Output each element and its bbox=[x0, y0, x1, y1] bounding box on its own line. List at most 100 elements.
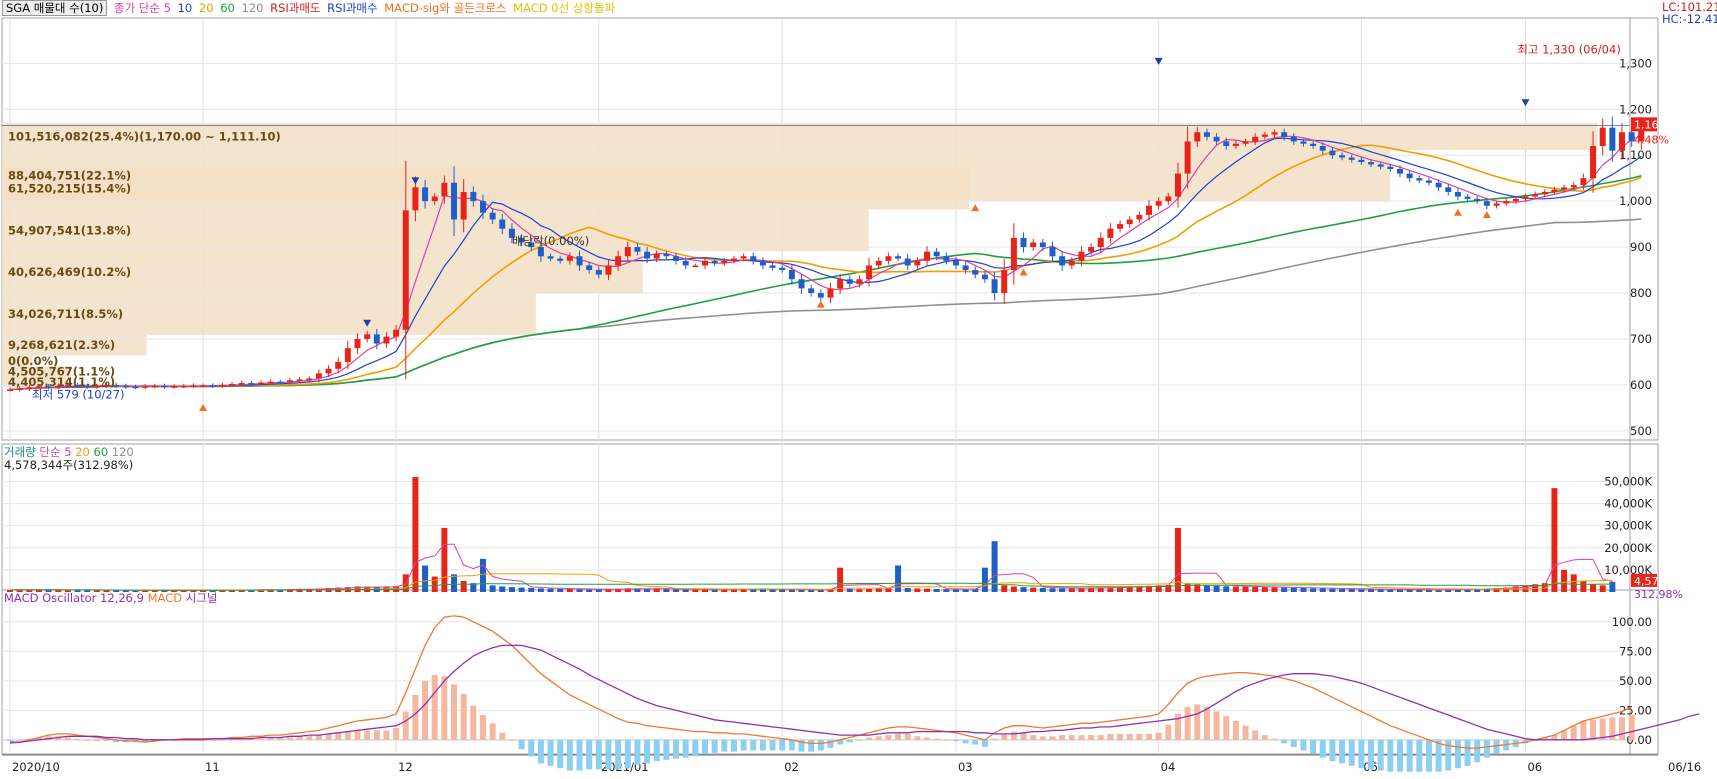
macd-oscillator-bar bbox=[84, 739, 91, 741]
candle-body bbox=[1068, 260, 1075, 266]
macd-oscillator-bar bbox=[682, 739, 689, 758]
macd-oscillator-bar bbox=[1561, 730, 1568, 740]
macd-oscillator-bar bbox=[296, 736, 303, 740]
price-tick-label: 500 bbox=[1630, 424, 1652, 438]
macd-oscillator-bar bbox=[1300, 739, 1307, 751]
candle-body bbox=[808, 288, 815, 294]
volume-bar bbox=[470, 583, 477, 592]
macd-oscillator-bar bbox=[1039, 736, 1046, 740]
macd-oscillator-bar bbox=[1030, 735, 1037, 740]
volume-bar bbox=[615, 588, 622, 592]
volume-bar bbox=[846, 588, 853, 592]
volume-bar bbox=[1406, 589, 1413, 592]
candle-body bbox=[1628, 132, 1635, 142]
x-tick-label: 11 bbox=[205, 760, 220, 774]
volume-zone-label: 40,626,469(10.2%) bbox=[8, 265, 131, 279]
candle-body bbox=[1155, 201, 1162, 206]
candle-body bbox=[1609, 127, 1616, 151]
macd-oscillator-bar bbox=[1435, 739, 1442, 772]
candle-body bbox=[64, 384, 71, 387]
volume-bar bbox=[1348, 588, 1355, 592]
candle-body bbox=[528, 242, 535, 248]
volume-bar bbox=[1281, 587, 1288, 592]
candle-body bbox=[1136, 214, 1143, 220]
legend-macd-zero-cross[interactable]: MACD 0선 상향돌파 bbox=[513, 1, 616, 15]
macd-oscillator-bar bbox=[769, 739, 776, 751]
macd-oscillator-bar bbox=[518, 739, 525, 750]
volume-bar bbox=[7, 590, 13, 592]
volume-bar bbox=[653, 588, 660, 592]
volume-bar bbox=[1039, 588, 1046, 592]
candle-body bbox=[518, 237, 525, 243]
macd-oscillator-bar bbox=[1146, 733, 1153, 740]
candle-body bbox=[1425, 180, 1432, 183]
candle-body bbox=[566, 256, 573, 261]
macd-oscillator-bar bbox=[1493, 739, 1500, 754]
candle-body bbox=[924, 251, 930, 261]
candle-body bbox=[142, 386, 149, 388]
macd-oscillator-bar bbox=[412, 694, 419, 740]
candle-body bbox=[1001, 270, 1008, 294]
volume-bar bbox=[1136, 586, 1143, 592]
legend-ma120[interactable]: 120 bbox=[241, 1, 264, 15]
volume-bar bbox=[84, 589, 91, 592]
macd-oscillator-bar bbox=[1580, 720, 1587, 740]
legend-ma60[interactable]: 60 bbox=[220, 1, 235, 15]
volume-bar bbox=[817, 589, 824, 592]
volume-bar bbox=[875, 588, 882, 592]
candle-body bbox=[586, 265, 593, 271]
macd-oscillator-bar bbox=[962, 739, 969, 744]
indicator-selector[interactable]: SGA 매물대 수(10) bbox=[2, 0, 108, 16]
legend-price-ma[interactable]: 종가 단순 5 bbox=[113, 1, 171, 15]
macd-oscillator-bar bbox=[904, 733, 911, 740]
candle-body bbox=[1638, 125, 1645, 142]
legend-ma10[interactable]: 10 bbox=[177, 1, 193, 15]
candle-body bbox=[972, 270, 979, 275]
macd-oscillator-bar bbox=[1310, 739, 1317, 754]
macd-oscillator-bar bbox=[35, 737, 42, 740]
macd-oscillator-bar bbox=[952, 739, 959, 742]
candle-body bbox=[35, 386, 42, 388]
macd-oscillator-bar bbox=[64, 737, 71, 740]
volume-legend-item: 20 bbox=[72, 445, 90, 459]
macd-oscillator-bar bbox=[798, 739, 805, 752]
volume-bar bbox=[711, 589, 718, 592]
volume-bar bbox=[759, 589, 766, 592]
candle-body bbox=[354, 338, 361, 349]
volume-legend: 거래량 단순 5 20 60 120 bbox=[4, 445, 134, 459]
volume-bar bbox=[306, 589, 313, 592]
macd-oscillator-bar bbox=[653, 739, 660, 762]
macd-oscillator-bar bbox=[1377, 739, 1384, 771]
macd-oscillator-bar bbox=[1396, 739, 1403, 772]
volume-bar bbox=[663, 588, 670, 592]
legend-ma20[interactable]: 20 bbox=[198, 1, 214, 15]
candle-body bbox=[595, 270, 602, 275]
legend-rsi-oversold[interactable]: RSI과매도 bbox=[270, 1, 321, 15]
macd-oscillator-bar bbox=[1619, 717, 1625, 740]
legend-rsi-overbought[interactable]: RSI과매수 bbox=[327, 1, 378, 15]
volume-bar bbox=[914, 588, 921, 592]
buy-signal-arrow bbox=[971, 204, 980, 212]
candle-body bbox=[1242, 141, 1249, 144]
legend-macd-golden-cross[interactable]: MACD-sig와 골든크로스 bbox=[384, 1, 507, 15]
candle-body bbox=[1406, 173, 1413, 179]
candle-body bbox=[1580, 178, 1587, 186]
volume-bar bbox=[1377, 589, 1384, 592]
candle-body bbox=[1590, 146, 1597, 179]
volume-bar bbox=[1310, 588, 1317, 592]
volume-bar bbox=[1261, 587, 1268, 592]
volume-bar bbox=[943, 589, 950, 592]
signal-line bbox=[10, 644, 1700, 743]
volume-bar bbox=[1396, 589, 1403, 592]
candle-body bbox=[856, 279, 863, 284]
candle-body bbox=[219, 384, 226, 387]
volume-bar bbox=[1097, 587, 1104, 592]
candle-body bbox=[837, 279, 844, 289]
candle-body bbox=[1117, 224, 1124, 229]
macd-oscillator-bar bbox=[1213, 711, 1220, 740]
macd-oscillator-bar bbox=[1281, 739, 1288, 744]
buy-signal-arrow bbox=[1019, 268, 1028, 276]
price-tick-label: 900 bbox=[1630, 240, 1652, 254]
